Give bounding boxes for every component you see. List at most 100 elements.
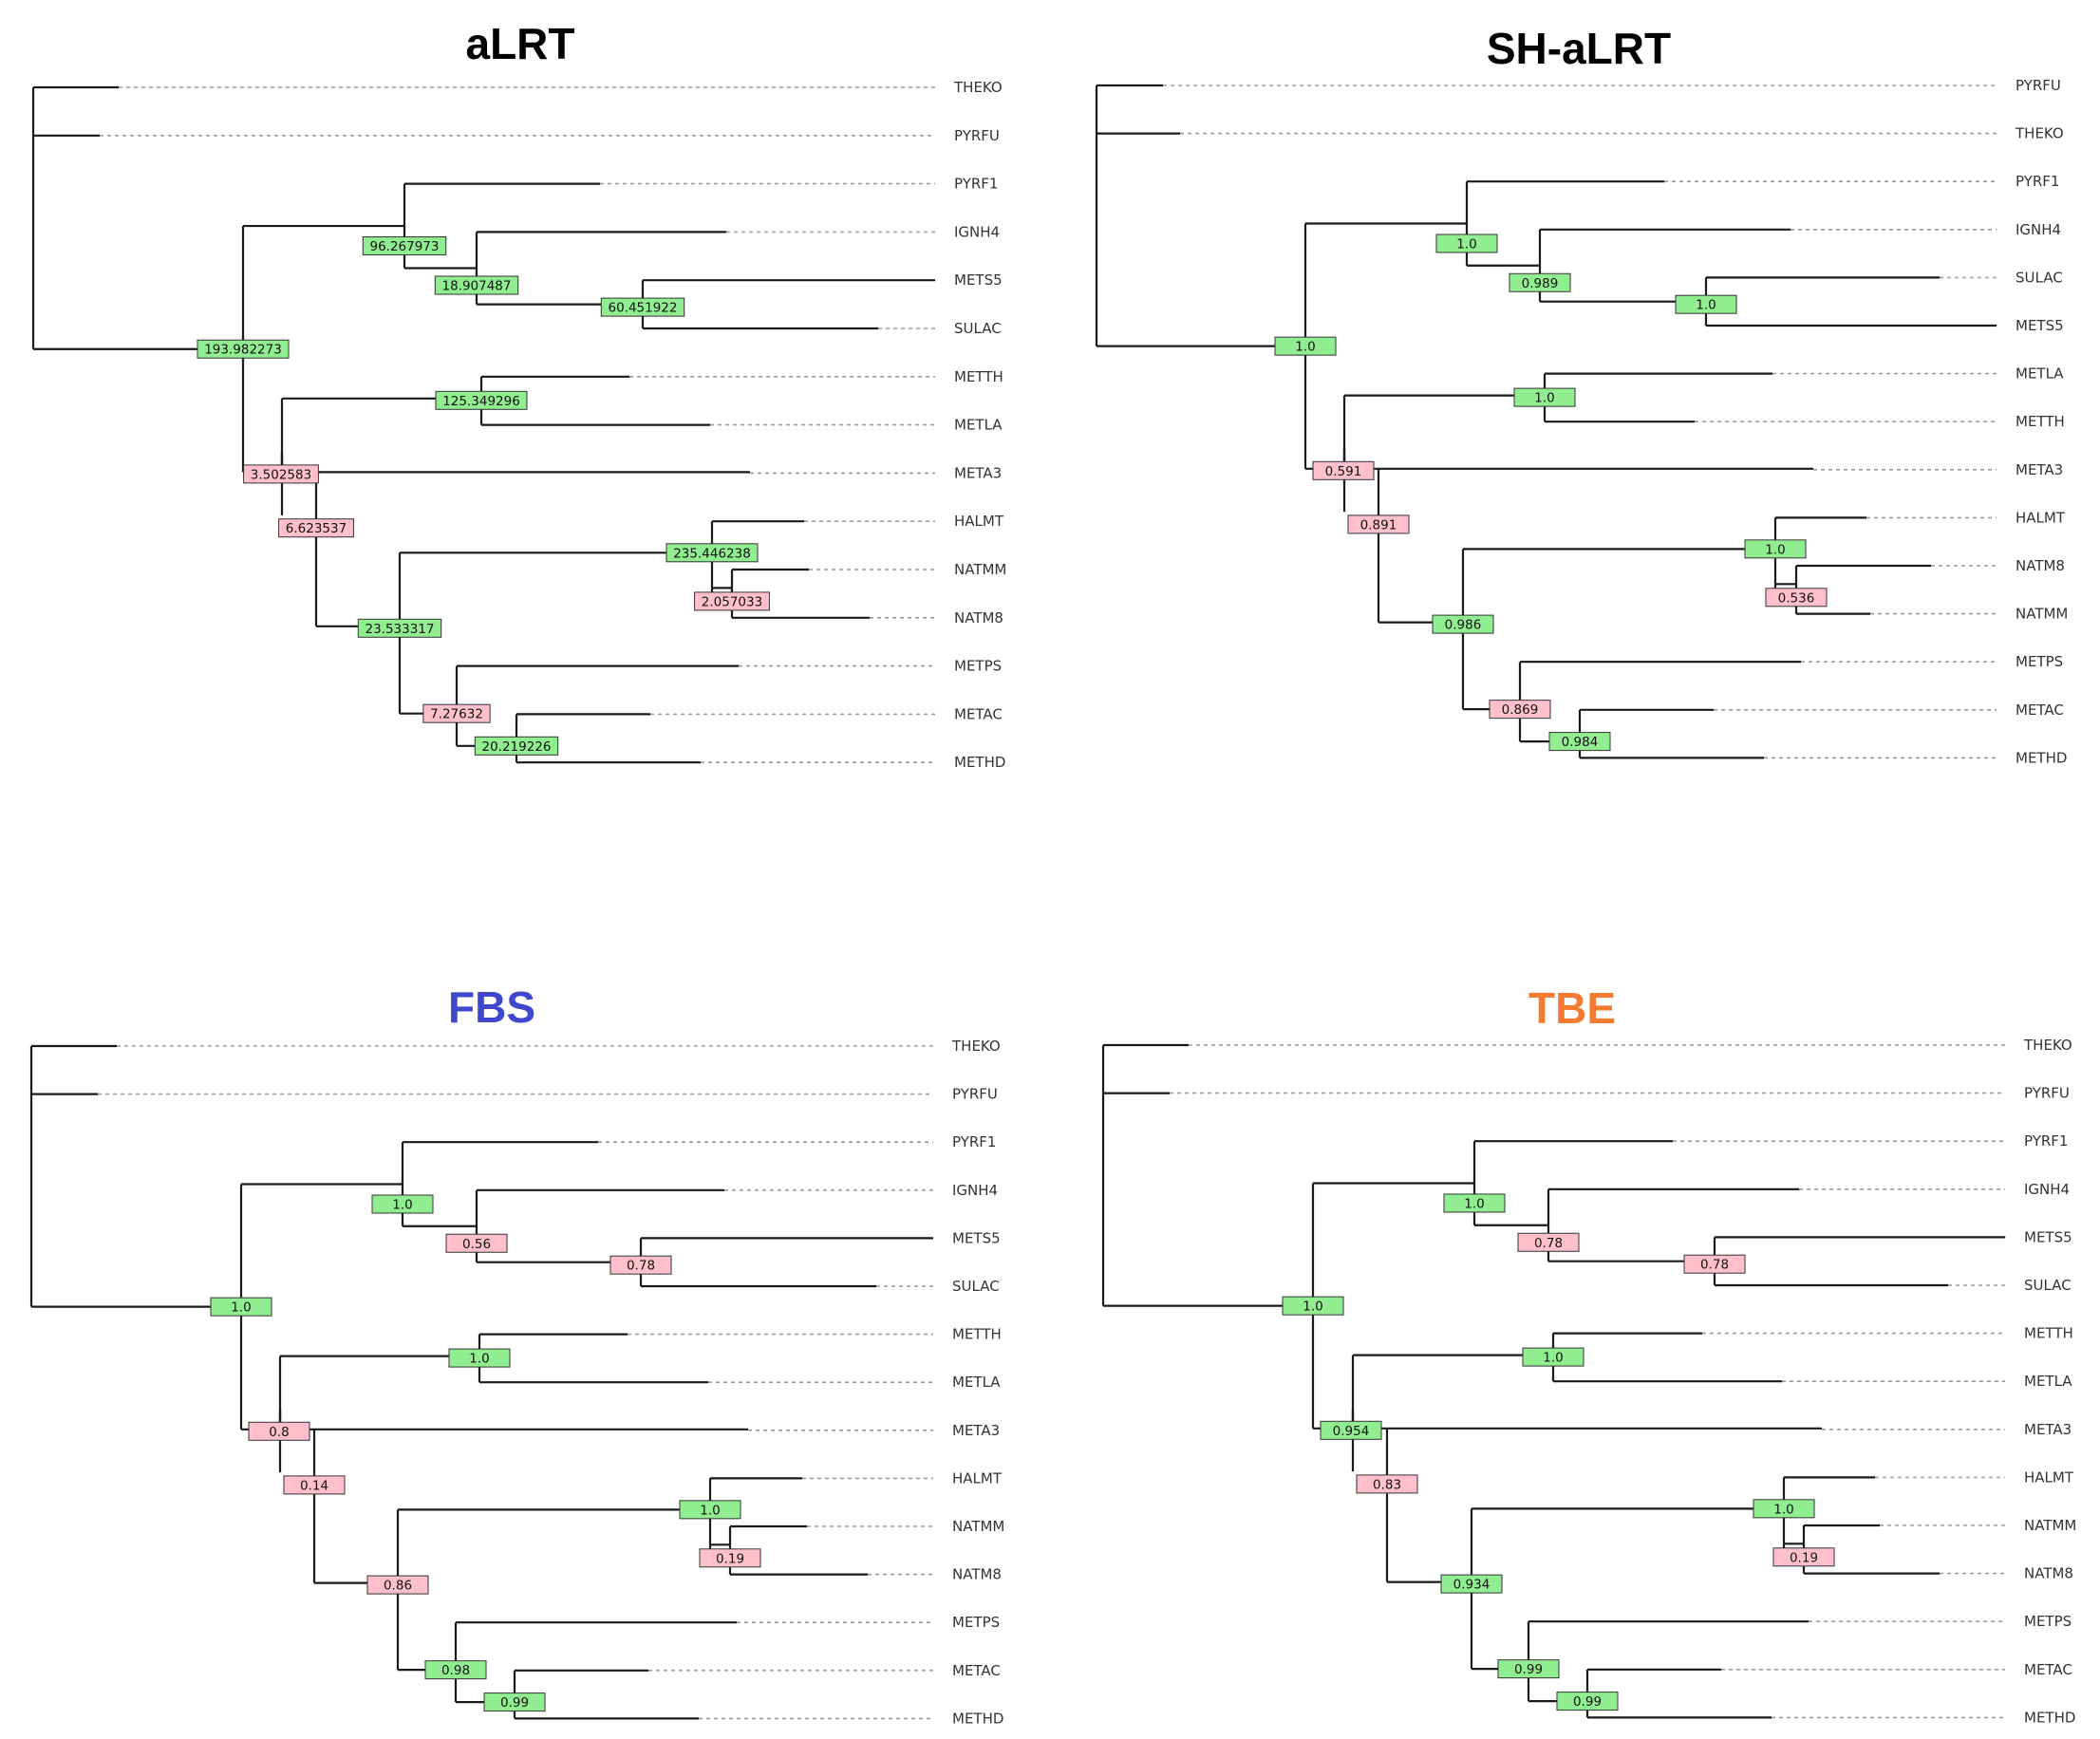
support-value: 3.502583 [251,467,311,482]
support-value-box: 0.954 [1320,1420,1382,1440]
leaf-label: NATM8 [2024,1565,2073,1582]
panel-title: SH-aLRT [1487,24,1671,73]
support-box-background [445,1233,508,1253]
support-value-box: 2.057033 [694,591,770,611]
support-box-background [1489,700,1551,720]
support-value-box: 235.446238 [666,543,759,563]
support-value: 0.19 [716,1551,744,1566]
panel-title: aLRT [466,19,575,68]
support-value: 0.99 [1573,1694,1602,1710]
support-value: 23.533317 [365,622,434,637]
support-box-background [1753,1499,1815,1519]
leaf-label: METAC [2016,701,2064,719]
support-value: 1.0 [392,1197,412,1212]
support-value-box: 23.533317 [357,618,442,638]
support-box-background [1683,1254,1746,1274]
support-value-box: 1.0 [448,1348,511,1368]
support-value: 125.349296 [442,394,520,409]
leaf-label: METTH [2016,413,2065,430]
support-value-box: 1.0 [1522,1347,1584,1367]
support-value: 1.0 [1696,298,1716,313]
leaf-label: SULAC [952,1278,1000,1295]
leaf-label: HALMT [2024,1468,2074,1486]
support-box-background [666,543,759,563]
leaf-label: META3 [2024,1421,2072,1438]
leaf-label: METS5 [954,271,1003,289]
support-value-box: 1.0 [1513,387,1576,407]
support-value: 1.0 [1295,340,1315,355]
support-value-box: 18.907487 [434,275,519,295]
support-value: 1.0 [1456,236,1476,252]
leaf-label: PYRF1 [952,1133,996,1150]
support-box-background [435,390,528,410]
leaf-label: METTH [952,1326,1002,1343]
support-box-background [1312,460,1375,480]
support-box-background [1513,387,1576,407]
support-box-background [1282,1296,1344,1316]
leaf-label: METHD [2016,749,2067,766]
support-value-box: 3.502583 [243,464,319,484]
support-value-box: 1.0 [1274,336,1337,356]
leaf-label: METTH [2024,1325,2073,1342]
support-box-background [1347,514,1410,534]
leaf-label: THEKO [2023,1037,2072,1054]
support-value: 0.986 [1445,618,1482,633]
support-value-box: 1.0 [1443,1193,1506,1213]
leaf-label: METLA [2016,365,2064,383]
leaf-label: METLA [952,1374,1001,1391]
support-value-box: 0.78 [1683,1254,1746,1274]
support-box-background [278,518,354,538]
support-box-background [248,1421,310,1441]
leaf-label: THEKO [951,1038,1001,1055]
panel-title: TBE [1528,983,1616,1033]
leaf-label: METS5 [952,1229,1001,1246]
support-value: 0.869 [1502,702,1539,718]
support-box-background [424,1660,487,1680]
tree-panel-sh-alrt: SH-aLRT PYRFU THEKO PYRF1 IGNH4 SULAC METS5 MET… [1095,24,2068,766]
support-box-background [699,1548,761,1568]
support-value: 0.78 [627,1259,655,1274]
support-box-background [371,1194,434,1214]
support-value-box: 20.219226 [474,736,559,756]
leaf-label: METAC [952,1662,1001,1679]
support-box-background [1432,614,1494,634]
leaf-label: NATMM [952,1518,1004,1535]
support-value-box: 0.78 [609,1255,672,1275]
support-value-box: 60.451922 [600,297,685,317]
leaf-label: NATM8 [2016,557,2065,574]
support-value: 1.0 [1773,1502,1793,1517]
support-box-background [448,1348,511,1368]
support-box-background [1320,1420,1382,1440]
leaf-label: METHD [2024,1709,2075,1726]
support-value: 0.591 [1325,464,1362,479]
support-value-box: 0.56 [445,1233,508,1253]
support-value: 1.0 [700,1503,720,1518]
leaf-label: METPS [954,658,1002,675]
leaf-label: METTH [954,368,1003,385]
support-box-background [1497,1659,1560,1679]
support-value-box: 0.986 [1432,614,1494,634]
leaf-label: THEKO [2015,125,2064,142]
support-value: 18.907487 [441,279,511,294]
support-box-background [1440,1574,1503,1594]
support-value: 0.891 [1360,517,1397,533]
support-box-background [609,1255,672,1275]
leaf-label: IGNH4 [2024,1181,2070,1198]
support-value-box: 1.0 [1744,539,1807,559]
leaf-label: IGNH4 [2016,221,2061,238]
panel-title: FBS [448,982,535,1032]
support-value-box: 0.934 [1440,1574,1503,1594]
support-value: 193.982273 [204,343,282,358]
tree-panel-alrt: aLRT THEKO PYRFU PYRF1 IGNH4 METS5 SULAC METTH M… [31,19,1006,771]
support-box-background [1522,1347,1584,1367]
leaf-label: SULAC [2024,1277,2072,1294]
leaf-label: PYRF1 [2016,173,2059,190]
support-value: 1.0 [1464,1196,1484,1211]
leaf-label: PYRFU [954,127,1000,144]
support-value: 2.057033 [702,594,762,609]
support-box-background [474,736,559,756]
support-box-background [434,275,519,295]
support-value-box: 0.891 [1347,514,1410,534]
support-value: 0.83 [1373,1477,1401,1492]
